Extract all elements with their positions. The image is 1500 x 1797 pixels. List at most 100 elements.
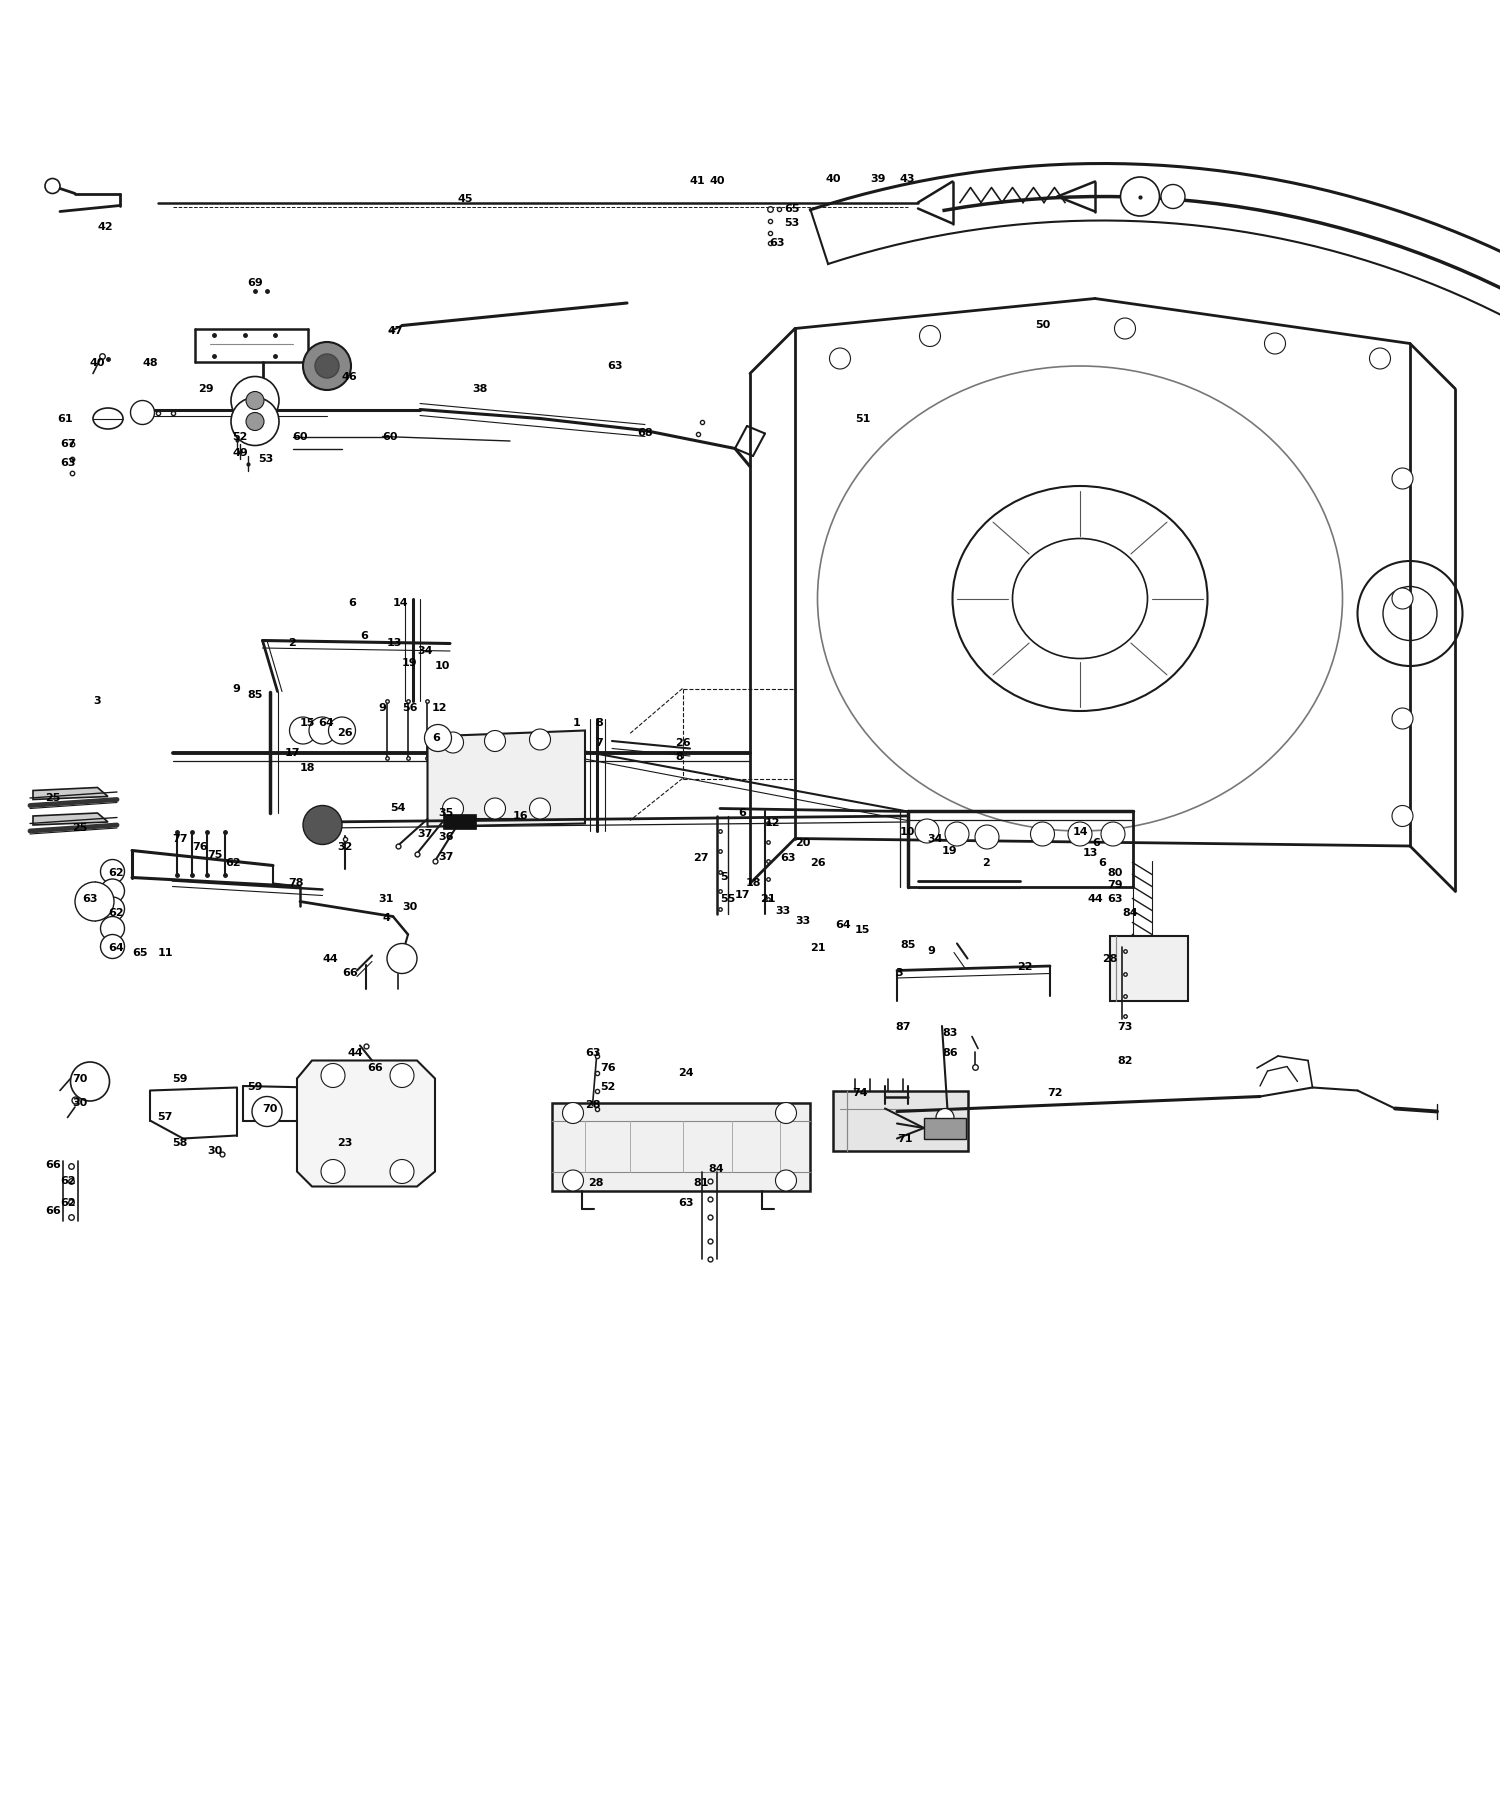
Text: 53: 53 xyxy=(784,219,800,228)
Text: 83: 83 xyxy=(942,1028,957,1039)
Text: 60: 60 xyxy=(382,431,398,442)
Text: 82: 82 xyxy=(1118,1055,1132,1066)
Text: 86: 86 xyxy=(942,1048,957,1058)
Circle shape xyxy=(100,897,124,922)
Text: 15: 15 xyxy=(855,925,870,934)
Text: 4: 4 xyxy=(382,913,390,924)
Circle shape xyxy=(830,349,850,368)
Circle shape xyxy=(1392,588,1413,609)
Text: 19: 19 xyxy=(402,658,417,668)
Circle shape xyxy=(530,730,550,749)
Circle shape xyxy=(975,825,999,848)
Text: 65: 65 xyxy=(784,203,800,214)
Circle shape xyxy=(562,1170,584,1191)
Circle shape xyxy=(100,859,124,884)
Text: 28: 28 xyxy=(588,1179,603,1188)
Text: 63: 63 xyxy=(585,1048,600,1058)
Text: 64: 64 xyxy=(318,719,333,728)
Text: 66: 66 xyxy=(368,1064,384,1073)
Text: 6: 6 xyxy=(360,631,368,642)
Text: 79: 79 xyxy=(1107,881,1122,890)
Text: 62: 62 xyxy=(108,909,123,918)
Text: 21: 21 xyxy=(760,893,776,904)
Text: 80: 80 xyxy=(1107,868,1122,879)
Text: 49: 49 xyxy=(232,447,249,458)
Text: 29: 29 xyxy=(198,383,213,394)
Text: 63: 63 xyxy=(678,1199,693,1208)
Text: 33: 33 xyxy=(776,906,790,915)
Text: 59: 59 xyxy=(248,1082,262,1093)
Text: 70: 70 xyxy=(72,1073,87,1084)
Text: 13: 13 xyxy=(387,638,402,649)
Text: 59: 59 xyxy=(172,1073,188,1084)
Text: 64: 64 xyxy=(836,920,852,931)
Circle shape xyxy=(328,717,356,744)
Text: 58: 58 xyxy=(172,1138,188,1148)
Text: 14: 14 xyxy=(393,598,408,607)
Text: 35: 35 xyxy=(438,809,453,818)
Text: 78: 78 xyxy=(288,879,303,888)
Text: 50: 50 xyxy=(1035,320,1050,331)
Text: 52: 52 xyxy=(232,431,248,442)
Circle shape xyxy=(70,1062,110,1102)
Text: 65: 65 xyxy=(132,947,147,958)
Circle shape xyxy=(1392,805,1413,827)
Circle shape xyxy=(1114,318,1136,340)
Polygon shape xyxy=(552,1103,810,1191)
Text: 3: 3 xyxy=(93,695,100,706)
Circle shape xyxy=(309,717,336,744)
Text: 6: 6 xyxy=(348,598,355,607)
Text: 31: 31 xyxy=(378,893,393,904)
Text: 39: 39 xyxy=(870,174,885,183)
Text: 2: 2 xyxy=(982,857,990,868)
Circle shape xyxy=(776,1170,796,1191)
Circle shape xyxy=(231,377,279,424)
Circle shape xyxy=(1392,708,1413,730)
Circle shape xyxy=(390,1064,414,1087)
Text: 60: 60 xyxy=(292,431,308,442)
Circle shape xyxy=(920,325,940,347)
Circle shape xyxy=(100,916,124,940)
Text: 33: 33 xyxy=(795,916,810,925)
Polygon shape xyxy=(33,812,108,825)
Text: 68: 68 xyxy=(638,428,652,438)
Text: 34: 34 xyxy=(417,645,432,656)
Text: 42: 42 xyxy=(98,221,112,232)
Text: 40: 40 xyxy=(710,176,724,187)
Text: 28: 28 xyxy=(585,1100,600,1111)
Text: 25: 25 xyxy=(72,823,87,834)
Text: 38: 38 xyxy=(472,383,488,394)
Text: 84: 84 xyxy=(1122,909,1137,918)
Circle shape xyxy=(100,879,124,904)
Text: 62: 62 xyxy=(60,1199,75,1208)
Circle shape xyxy=(390,1159,414,1184)
Circle shape xyxy=(100,934,124,958)
Text: 55: 55 xyxy=(720,893,735,904)
Text: 56: 56 xyxy=(402,703,417,713)
Text: 85: 85 xyxy=(900,940,915,951)
Text: 53: 53 xyxy=(258,455,273,464)
Text: 62: 62 xyxy=(108,868,123,879)
Text: 44: 44 xyxy=(348,1048,363,1058)
Circle shape xyxy=(562,1103,584,1123)
Text: 67: 67 xyxy=(60,438,75,449)
Text: 6: 6 xyxy=(738,809,746,818)
Circle shape xyxy=(231,397,279,446)
Polygon shape xyxy=(427,731,585,827)
Text: 9: 9 xyxy=(378,703,386,713)
Text: 47: 47 xyxy=(387,327,402,336)
Circle shape xyxy=(442,798,464,819)
Text: 7: 7 xyxy=(596,737,603,748)
Circle shape xyxy=(442,731,464,753)
Circle shape xyxy=(530,798,550,819)
Circle shape xyxy=(424,724,451,751)
Text: 20: 20 xyxy=(795,837,810,848)
Bar xyxy=(442,814,476,830)
Circle shape xyxy=(1101,821,1125,846)
Text: 62: 62 xyxy=(225,857,240,868)
Text: 27: 27 xyxy=(693,854,708,863)
Text: 76: 76 xyxy=(600,1064,615,1073)
Text: 63: 63 xyxy=(770,237,784,248)
Polygon shape xyxy=(833,1091,968,1150)
Text: 54: 54 xyxy=(390,803,405,814)
